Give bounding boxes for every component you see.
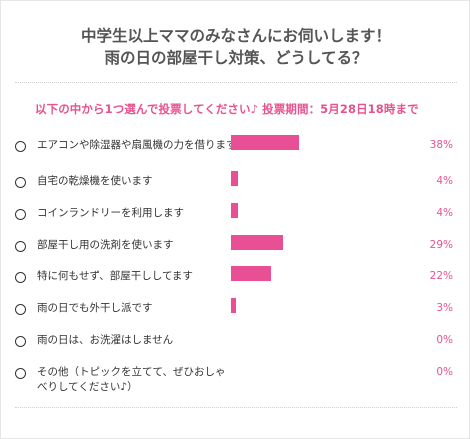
result-bar-track xyxy=(231,330,401,345)
result-bar xyxy=(231,135,300,150)
top-divider xyxy=(15,82,457,83)
poll-title-line-1: 中学生以上ママのみなさんにお伺いします！ xyxy=(80,27,391,45)
poll-option-label[interactable]: その他（トピックを立てて、ぜひおしゃべりしてください♪） xyxy=(37,366,226,393)
result-bar xyxy=(231,171,239,186)
poll-option-label[interactable]: コインランドリーを利用します xyxy=(37,207,184,219)
poll-option-label[interactable]: エアコンや除湿器や扇風機の力を借ります xyxy=(37,139,237,151)
radio-button[interactable] xyxy=(15,177,26,188)
result-bar-track xyxy=(231,266,401,281)
result-bar xyxy=(231,298,237,313)
result-percent: 3% xyxy=(436,302,453,314)
radio-button[interactable] xyxy=(15,141,26,152)
result-bar xyxy=(231,235,284,250)
result-bar-track xyxy=(231,362,401,377)
poll-title-line-2: 雨の日の部屋干し対策、どうしてる？ xyxy=(104,49,368,67)
poll-option-label[interactable]: 部屋干し用の洗剤を使います xyxy=(37,239,174,251)
radio-button[interactable] xyxy=(15,209,26,220)
radio-button[interactable] xyxy=(15,368,26,379)
poll-option-label[interactable]: 雨の日でも外干し派です xyxy=(37,302,153,314)
result-bar xyxy=(231,266,271,281)
result-percent: 0% xyxy=(436,334,453,346)
poll-headline: 中学生以上ママのみなさんにお伺いします！ 雨の日の部屋干し対策、どうしてる？ xyxy=(1,25,470,69)
result-bar-track xyxy=(231,298,401,313)
poll-prompt: 以下の中から1つ選んで投票してください♪ 投票期間：5月28日18時まで xyxy=(35,102,419,116)
result-bar-track xyxy=(231,171,401,186)
radio-button[interactable] xyxy=(15,241,26,252)
result-percent: 4% xyxy=(436,175,453,187)
poll-option-label[interactable]: 雨の日は、お洗濯はしません xyxy=(37,334,174,346)
radio-button[interactable] xyxy=(15,304,26,315)
result-percent: 29% xyxy=(429,239,453,251)
radio-button[interactable] xyxy=(15,336,26,347)
result-percent: 22% xyxy=(429,270,453,282)
result-percent: 0% xyxy=(436,366,453,378)
poll-option-label[interactable]: 自宅の乾燥機を使います xyxy=(37,175,153,187)
result-percent: 38% xyxy=(429,139,453,151)
result-bar xyxy=(231,203,239,218)
result-bar-track xyxy=(231,235,401,250)
result-bar-track xyxy=(231,203,401,218)
poll-option-label[interactable]: 特に何もせず、部屋干ししてます xyxy=(37,270,193,282)
radio-button[interactable] xyxy=(15,272,26,283)
result-bar-track xyxy=(231,135,401,150)
bottom-divider xyxy=(15,407,457,408)
result-percent: 4% xyxy=(436,207,453,219)
